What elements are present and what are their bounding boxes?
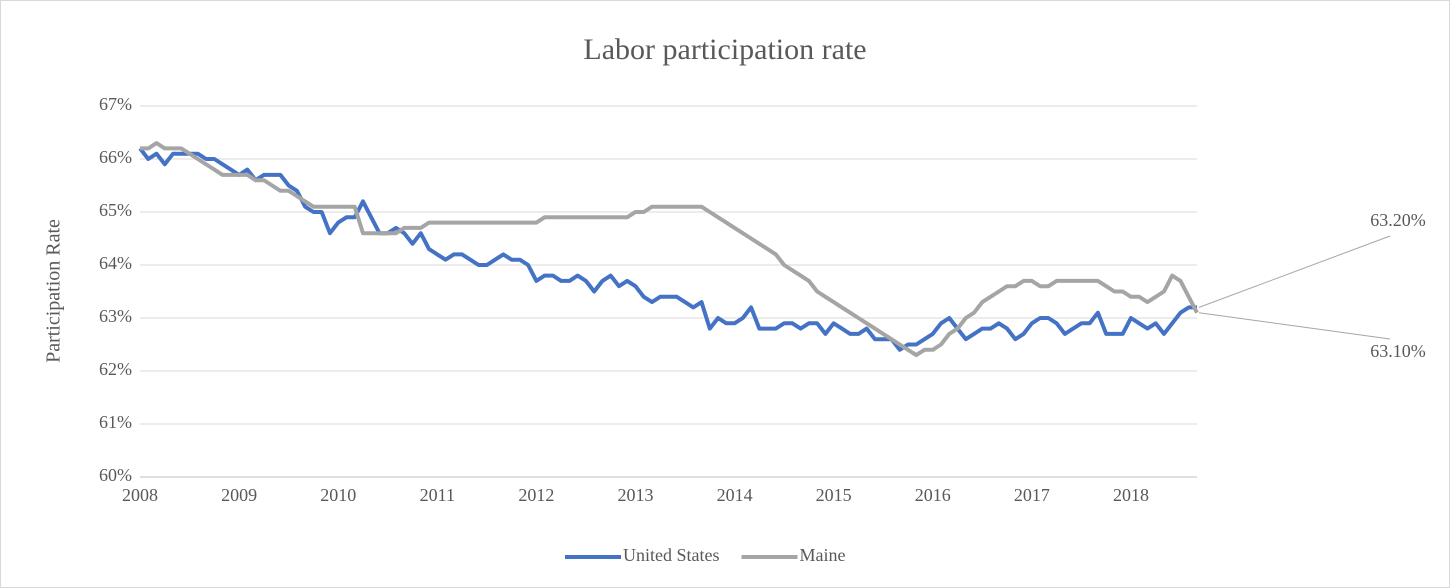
x-tick-label: 2018	[1113, 485, 1149, 505]
x-tick-label: 2009	[221, 485, 257, 505]
leader-line	[1198, 312, 1391, 340]
y-tick-label: 67%	[99, 94, 132, 114]
y-tick-label: 64%	[99, 253, 132, 273]
x-tick-label: 2016	[915, 485, 951, 505]
y-tick-label: 66%	[99, 147, 132, 167]
x-tick-label: 2013	[617, 485, 653, 505]
x-tick-label: 2015	[816, 485, 852, 505]
data-label: 63.20%	[1370, 210, 1426, 230]
x-tick-label: 2017	[1014, 485, 1050, 505]
series-line	[140, 141, 1199, 358]
x-tick-label: 2010	[320, 485, 356, 505]
legend-label: United States	[623, 545, 720, 565]
data-label: 63.10%	[1370, 341, 1426, 361]
x-tick-label: 2011	[420, 485, 455, 505]
leader-line	[1198, 235, 1391, 308]
y-tick-label: 65%	[99, 200, 132, 220]
series-line	[138, 147, 1197, 352]
chart-title: Labor participation rate	[583, 33, 866, 66]
y-tick-label: 62%	[99, 359, 132, 379]
y-tick-label: 63%	[99, 306, 132, 326]
y-axis-label: Participation Rate	[43, 219, 65, 363]
x-tick-label: 2014	[717, 485, 753, 505]
y-tick-label: 60%	[99, 465, 132, 485]
x-tick-label: 2008	[122, 485, 158, 505]
legend-label: Maine	[800, 545, 846, 565]
x-tick-label: 2012	[518, 485, 554, 505]
y-tick-label: 61%	[99, 412, 132, 432]
